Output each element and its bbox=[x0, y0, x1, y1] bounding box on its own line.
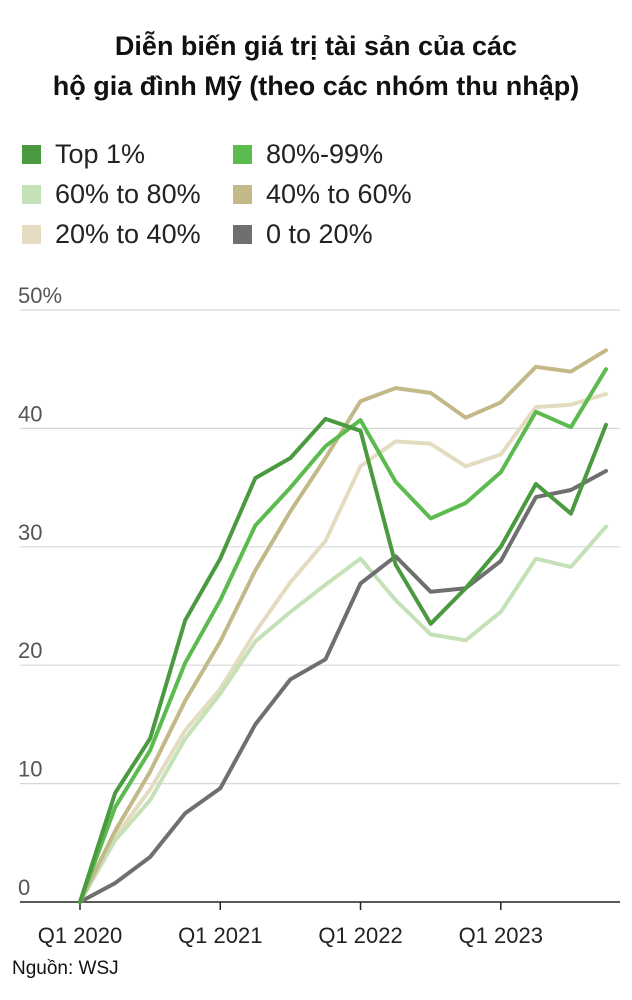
series-line-top-1- bbox=[78, 416, 608, 904]
series-line-80-99- bbox=[78, 367, 608, 904]
legend-label: 20% to 40% bbox=[55, 218, 201, 249]
series-line-40-to-60- bbox=[78, 348, 608, 904]
source-note: Nguồn: WSJ bbox=[12, 958, 119, 979]
series-line-60-to-80- bbox=[78, 524, 608, 904]
x-tick-label: Q1 2022 bbox=[318, 923, 402, 948]
legend-swatch bbox=[233, 224, 252, 244]
legend-label: Top 1% bbox=[55, 138, 146, 169]
legend-item-60-80: 60% to 80% bbox=[22, 176, 201, 212]
y-tick-label: 40 bbox=[18, 401, 42, 426]
legend-item-20-40: 20% to 40% bbox=[22, 216, 201, 252]
line-chart: 0 10 20 30 40 50% Q1 2020 Q1 2021 Q1 2022 Q1 2023 bbox=[18, 283, 620, 948]
y-tick-label: 50% bbox=[18, 283, 62, 308]
legend-label: 0 to 20% bbox=[266, 218, 373, 249]
legend-swatch bbox=[22, 184, 41, 204]
legend-swatch bbox=[233, 144, 252, 164]
y-tick-label: 20 bbox=[18, 638, 42, 663]
y-tick-label: 0 bbox=[18, 875, 30, 900]
series-line-0-to-20- bbox=[78, 469, 608, 904]
legend-swatch bbox=[22, 144, 41, 164]
legend-label: 80%-99% bbox=[266, 138, 384, 169]
chart-title-line-1: Diễn biến giá trị tài sản của các bbox=[114, 31, 518, 61]
legend-item-40-60: 40% to 60% bbox=[233, 176, 412, 212]
x-tick-label: Q1 2020 bbox=[38, 923, 122, 948]
legend-swatch bbox=[233, 184, 252, 204]
legend-label: 40% to 60% bbox=[266, 178, 412, 209]
legend-item-top-1: Top 1% bbox=[22, 136, 145, 172]
chart-title-line-2: hộ gia đình Mỹ (theo các nhóm thu nhập) bbox=[52, 71, 580, 101]
x-tick-label: Q1 2021 bbox=[178, 923, 262, 948]
legend-swatch bbox=[22, 224, 41, 244]
legend-item-80-99: 80%-99% bbox=[233, 136, 383, 172]
chart-title: Diễn biến giá trị tài sản của các hộ gia… bbox=[0, 26, 632, 106]
legend-label: 60% to 80% bbox=[55, 178, 201, 209]
y-tick-label: 30 bbox=[18, 520, 42, 545]
x-tick-label: Q1 2023 bbox=[459, 923, 543, 948]
y-tick-label: 10 bbox=[18, 757, 42, 782]
series-line-20-to-40- bbox=[78, 392, 608, 904]
legend-item-0-20: 0 to 20% bbox=[233, 216, 373, 252]
